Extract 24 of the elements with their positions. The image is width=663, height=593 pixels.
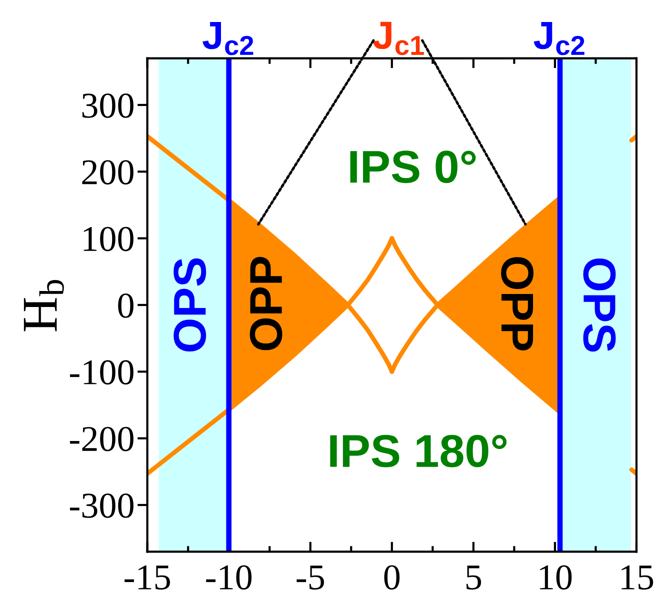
band-label: OPS — [174, 258, 206, 352]
y-tick-label: -300 — [70, 494, 134, 518]
x-tick-label: 5 — [466, 566, 482, 590]
annotation: IPS 180° — [330, 434, 507, 468]
band-label: OPS — [583, 258, 616, 352]
annotation: OPP — [501, 257, 534, 350]
x-tick-label: -15 — [124, 565, 170, 590]
x-tick-label: 10 — [540, 565, 572, 590]
y-tick-label: 100 — [84, 226, 134, 252]
y-tick-label: 300 — [82, 93, 134, 118]
ref-line-label: J$_{c2}$ — [202, 22, 254, 56]
annotation: IPS 0° — [350, 150, 476, 184]
y-tick-label: 200 — [82, 160, 134, 185]
x-tick-label: -10 — [206, 565, 252, 590]
y-tick-label: -100 — [70, 360, 134, 385]
annotation: J$_{c1}$ — [372, 22, 424, 56]
x-tick-label: 15 — [622, 565, 654, 590]
annotation: OPP — [250, 256, 282, 350]
x-tick-label: -5 — [296, 566, 324, 590]
x-tick-label: 0 — [384, 565, 400, 590]
ref-line-label: J$_{c2}$ — [534, 22, 584, 56]
y-tick-label: 0 — [118, 293, 134, 318]
y-tick-label: -200 — [70, 426, 134, 452]
y-axis-title: H$_{b}$ — [24, 280, 64, 332]
